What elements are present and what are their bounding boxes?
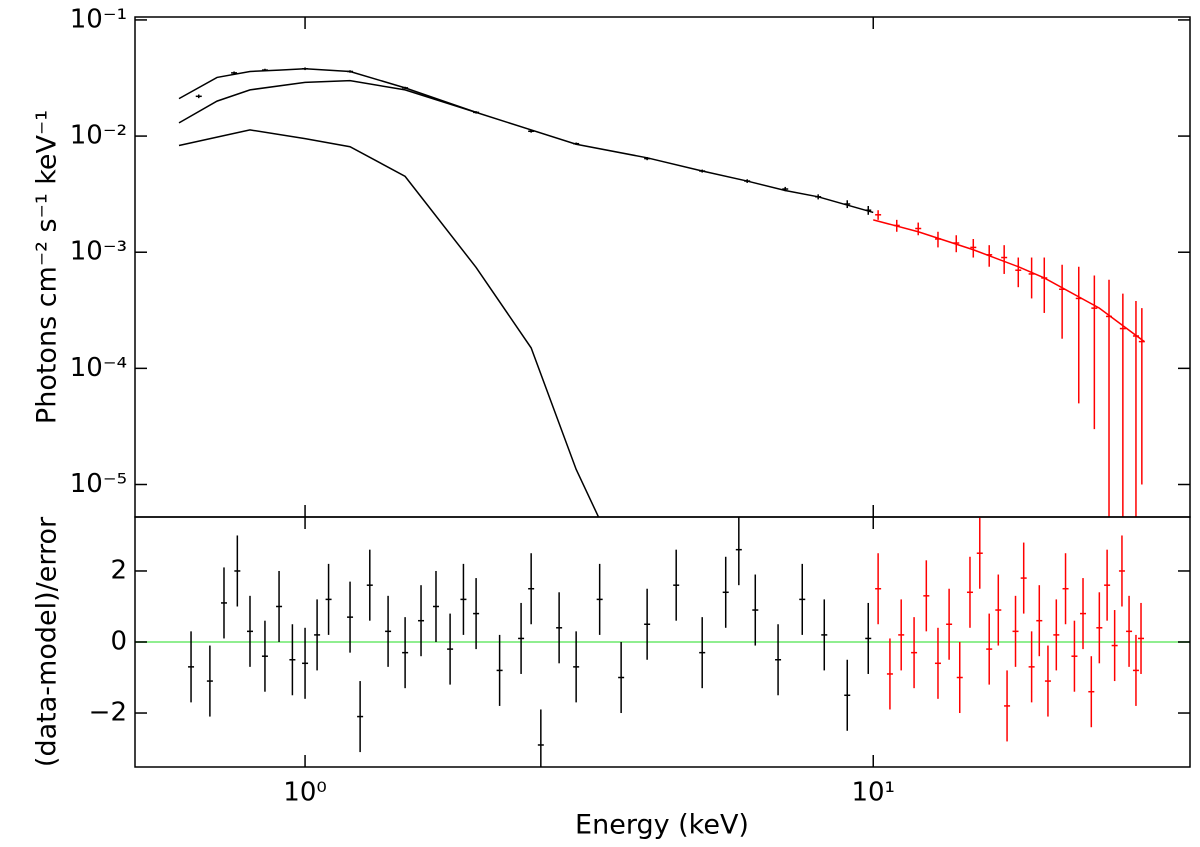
x-tick-label: 10¹ [851,778,895,808]
model-line [178,79,477,124]
model-line [873,219,1145,343]
plot-area [178,67,1145,517]
y-tick-label: 10⁻⁴ [70,353,127,383]
axes-frame [134,516,1191,768]
x-axis-label: Energy (keV) [575,810,749,841]
y-tick-label: 10⁻³ [70,237,127,267]
model-line [178,129,600,517]
y-axis-label: Photons cm⁻² s⁻¹ keV⁻¹ [32,110,63,424]
y-tick-label: −2 [89,698,127,728]
y-tick-label: 10⁻² [70,121,127,151]
x-tick-label: 10⁰ [283,778,327,808]
model-line [178,67,874,214]
y-tick-label: 10⁻⁵ [70,469,127,499]
y-tick-label: 2 [110,555,127,585]
y-axis-label: (data-model)/error [32,516,63,767]
plot-area [135,517,1190,767]
y-tick-label: 0 [110,627,127,657]
y-tick-label: 10⁻¹ [70,4,127,34]
